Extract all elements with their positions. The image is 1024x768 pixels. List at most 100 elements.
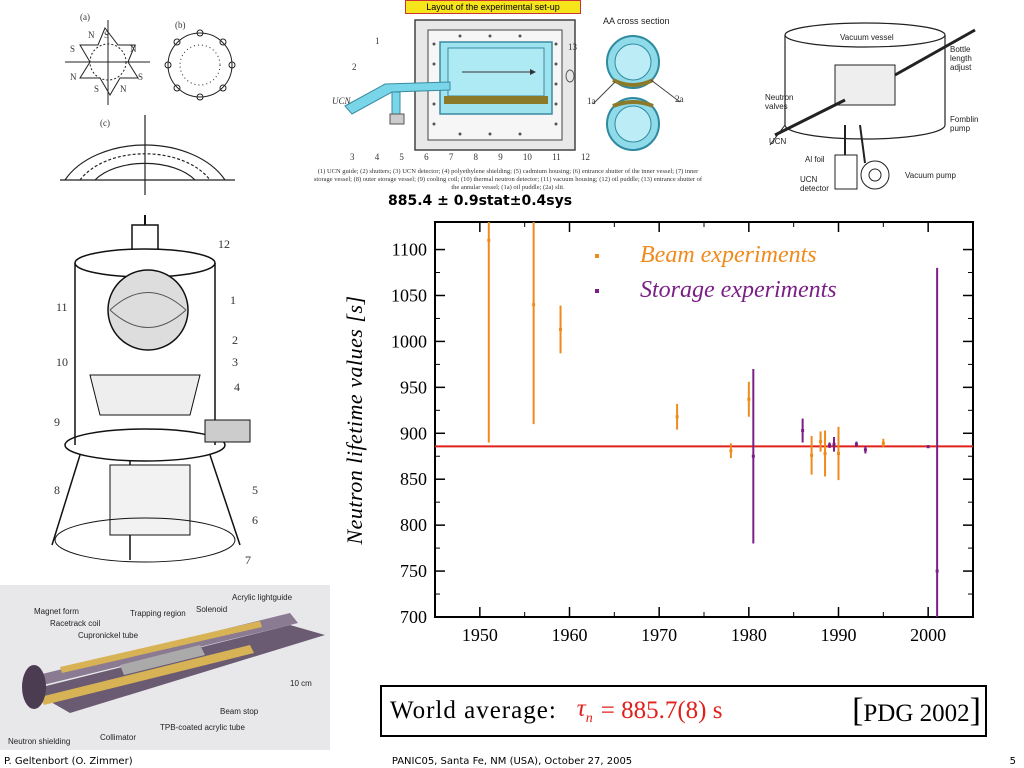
layout-number: 9 bbox=[498, 152, 503, 162]
axis-ticks: 700 750 800 850 900 950 1000 1050 1100 1950 1960 19… bbox=[391, 222, 973, 645]
vessel-label: Vacuum pump bbox=[905, 171, 956, 180]
pdg-bracket-left: [ bbox=[852, 692, 864, 729]
apparatus-number: 11 bbox=[56, 300, 68, 314]
world-average-box: World average: τn = 885.7(8) s [PDG 2002… bbox=[380, 685, 987, 737]
apparatus-number: 9 bbox=[54, 415, 60, 429]
layout-title: Layout of the experimental set-up bbox=[405, 0, 581, 14]
data-point bbox=[854, 442, 858, 446]
cross-section-diagram bbox=[592, 35, 681, 151]
trap-label: Acrylic lightguide bbox=[232, 593, 293, 602]
data-point bbox=[837, 451, 840, 455]
cross-section-panel: AA cross section 1a 2a bbox=[585, 14, 705, 164]
tau-letter: τ bbox=[576, 695, 586, 722]
pdg-bracket-right: ] bbox=[969, 692, 981, 729]
magnet-diagram bbox=[60, 20, 236, 195]
vessel-label: UCN bbox=[769, 137, 787, 146]
magnet-diagram-panel: (a) (b) (c) S N S N S N S N bbox=[40, 10, 240, 210]
apparatus-number: 3 bbox=[232, 355, 238, 369]
layout-number: 2 bbox=[352, 62, 357, 72]
x-tick-label: 1990 bbox=[821, 625, 857, 645]
magnet-letter: S bbox=[138, 72, 144, 82]
data-point bbox=[926, 445, 930, 449]
data-point bbox=[675, 415, 679, 419]
apparatus-number: 8 bbox=[54, 483, 60, 497]
magnet-letter: N bbox=[70, 72, 77, 82]
footer-author: P. Geltenbort (O. Zimmer) bbox=[4, 756, 133, 767]
trap-diagram bbox=[22, 613, 325, 713]
apparatus-number: 5 bbox=[252, 483, 258, 497]
vacuum-vessel-panel: Vacuum vessel Bottle length adjust Neutr… bbox=[765, 15, 995, 205]
magnet-label-b: (b) bbox=[175, 20, 186, 30]
layout-number: 1 bbox=[375, 36, 380, 46]
data-point bbox=[487, 238, 491, 242]
layout-caption: (1) UCN guide; (2) shutters; (3) UCN det… bbox=[313, 168, 703, 191]
layout-number: 13 bbox=[568, 42, 577, 52]
vacuum-vessel-diagram bbox=[769, 22, 976, 190]
magnet-letter: N bbox=[120, 84, 127, 94]
apparatus-number: 4 bbox=[234, 380, 240, 394]
magnet-label-c: (c) bbox=[100, 118, 110, 128]
data-point bbox=[532, 303, 536, 307]
y-tick-label: 850 bbox=[400, 469, 427, 489]
data-point bbox=[559, 327, 563, 331]
footer-conference: PANIC05, Santa Fe, NM (USA), October 27,… bbox=[391, 756, 633, 767]
pdg-reference: [PDG 2002] bbox=[852, 692, 981, 730]
apparatus-diagram bbox=[51, 215, 251, 563]
layout-number: 8 bbox=[473, 152, 479, 162]
vessel-label: Bottle length adjust bbox=[950, 45, 972, 72]
vessel-label: UCN detector bbox=[800, 175, 829, 193]
data-point bbox=[751, 454, 755, 458]
cross-section-label-1a: 1a bbox=[587, 96, 596, 106]
vessel-label: Neutron valves bbox=[765, 93, 794, 111]
pdg-reference-text: PDG 2002 bbox=[863, 700, 970, 727]
magnet-letter: N bbox=[88, 30, 95, 40]
trap-label: Trapping region bbox=[130, 609, 186, 618]
data-point bbox=[881, 441, 885, 445]
legend: Beam experiments Storage experiments bbox=[595, 242, 837, 303]
data-series bbox=[487, 222, 939, 617]
data-point bbox=[823, 451, 827, 455]
magnet-letter: S bbox=[104, 30, 110, 40]
apparatus-number: 12 bbox=[218, 237, 230, 251]
layout-diagram bbox=[344, 19, 576, 151]
layout-ucn-label: UCN bbox=[332, 96, 351, 106]
layout-number: 3 bbox=[350, 152, 355, 162]
lifetime-chart: 700 750 800 850 900 950 1000 1050 1100 1950 1960 19… bbox=[342, 221, 974, 645]
tau-subscript: n bbox=[585, 711, 593, 726]
trap-label: Neutron shielding bbox=[8, 737, 71, 746]
data-point bbox=[828, 443, 832, 447]
y-tick-label: 800 bbox=[400, 515, 427, 535]
y-tick-label: 1050 bbox=[391, 285, 427, 305]
data-point bbox=[810, 453, 814, 457]
trap-label: Cupronickel tube bbox=[78, 631, 139, 640]
x-tick-label: 1960 bbox=[552, 625, 588, 645]
trap-label: TPB-coated acrylic tube bbox=[160, 723, 245, 732]
apparatus-number: 2 bbox=[232, 333, 238, 347]
trap-label: Beam stop bbox=[220, 707, 259, 716]
layout-number-row: 3 4 5 6 7 8 9 10 11 12 bbox=[350, 152, 590, 162]
series-storage-experiments bbox=[751, 267, 939, 617]
apparatus-number: 7 bbox=[245, 553, 251, 567]
legend-label: Beam experiments bbox=[640, 242, 817, 268]
layout-number: 4 bbox=[374, 152, 380, 162]
cross-section-label-2a: 2a bbox=[675, 94, 684, 104]
y-tick-label: 1100 bbox=[392, 240, 427, 260]
cross-section-title: AA cross section bbox=[603, 16, 670, 26]
world-average-value: = 885.7(8) s bbox=[600, 697, 723, 724]
tau-symbol: τn bbox=[577, 695, 593, 727]
lifetime-headline: 885.4 ± 0.9stat±0.4sys bbox=[388, 193, 573, 209]
vessel-label: Fomblin pump bbox=[950, 115, 979, 133]
magnet-letter: S bbox=[94, 84, 100, 94]
vessel-label: Vacuum vessel bbox=[840, 33, 894, 42]
trap-panel: Magnet form Racetrack coil Trapping regi… bbox=[0, 585, 330, 750]
y-tick-label: 950 bbox=[400, 377, 427, 397]
layout-number: 7 bbox=[448, 152, 454, 162]
data-point bbox=[747, 397, 751, 401]
world-average-label: World average: bbox=[390, 697, 557, 724]
y-axis-label: Neutron lifetime values [s] bbox=[342, 295, 367, 545]
apparatus-number: 6 bbox=[252, 513, 258, 527]
x-tick-label: 2000 bbox=[910, 625, 946, 645]
x-tick-label: 1970 bbox=[641, 625, 677, 645]
x-tick-label: 1950 bbox=[462, 625, 498, 645]
data-point bbox=[863, 448, 867, 452]
